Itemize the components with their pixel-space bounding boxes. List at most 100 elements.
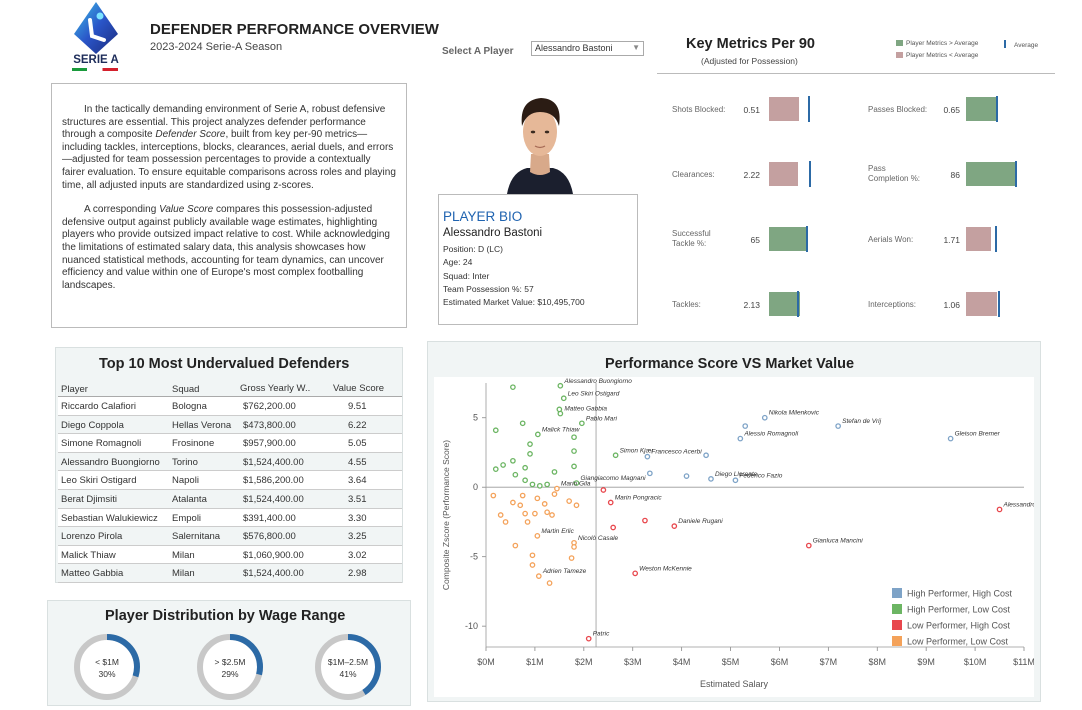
metric-bar-right-0[interactable] [966,97,997,121]
table-row[interactable]: Berat Djimsiti Atalanta $1,524,400.00 3.51 [58,490,402,509]
scatter-point[interactable] [524,519,531,525]
wage-donut-1[interactable] [195,632,265,702]
scatter-point[interactable] [549,512,555,518]
scatter-point[interactable] [671,523,678,529]
table-row[interactable]: Matteo Gabbia Milan $1,524,400.00 2.98 [58,564,402,583]
metric-bar-right-3[interactable] [966,292,997,316]
chevron-down-icon[interactable]: ▼ [632,43,640,52]
scatter-point[interactable] [996,506,1003,513]
scatter-point[interactable] [522,477,528,484]
wage-donut-0[interactable] [72,632,142,702]
scatter-point[interactable] [568,555,575,561]
col-header-squad[interactable]: Squad [172,384,200,395]
scatter-point[interactable] [536,482,543,489]
scatter-point[interactable] [551,491,558,498]
col-header-wage[interactable]: Gross Yearly W.. [240,383,311,394]
scatter-point[interactable] [544,509,550,516]
scatter-point[interactable] [571,434,577,441]
scatter-plot[interactable]: 5 0 -5 -10 $0M $1M $2M $3M $4M $5M $6M $7M $8M $9M $10… [434,377,1034,697]
scatter-point[interactable] [522,464,528,471]
scatter-point[interactable] [571,448,577,454]
table-row[interactable]: Simone Romagnoli Frosinone $957,900.00 5.05 [58,434,402,453]
scatter-point[interactable] [607,499,614,506]
scatter-point[interactable] [556,406,563,413]
scatter-point[interactable] [522,510,528,517]
scatter-point[interactable] [527,441,533,447]
scatter-point[interactable] [742,423,749,429]
scatter-point[interactable] [502,519,509,525]
scatter-point[interactable] [642,517,648,524]
metric-bar-left-1[interactable] [769,162,798,186]
scatter-point[interactable] [512,542,519,549]
scatter-point[interactable] [600,487,607,493]
scatter-point[interactable] [510,457,516,464]
col-header-value-score[interactable]: Value Score [333,383,385,394]
scatter-point[interactable] [566,498,572,504]
scatter-point[interactable] [560,395,567,402]
scatter-point[interactable] [541,501,548,507]
scatter-point[interactable] [492,427,499,434]
scatter-point[interactable] [835,423,841,429]
scatter-point[interactable] [510,499,516,506]
scatter-point[interactable] [612,452,619,459]
scatter-point[interactable] [646,470,653,477]
scatter-point[interactable] [585,635,592,642]
legend-swatch[interactable] [892,604,902,614]
metric-bar-right-2[interactable] [966,227,991,251]
scatter-point[interactable] [527,451,533,457]
scatter-point[interactable] [519,492,526,499]
scatter-point[interactable] [683,473,690,479]
col-header-player[interactable]: Player [61,384,88,395]
table-row[interactable]: Malick Thiaw Milan $1,060,900.00 3.02 [58,545,402,565]
scatter-point[interactable] [571,544,577,550]
scatter-point[interactable] [510,384,516,391]
table-row[interactable]: Sebastian Walukiewicz Empoli $391,400.00 3.… [58,508,402,528]
scatter-point[interactable] [534,431,541,438]
scatter-point[interactable] [805,542,812,549]
scatter-point[interactable] [732,477,739,484]
scatter-point[interactable] [947,435,954,442]
legend-swatch[interactable] [892,620,902,630]
scatter-point[interactable] [573,502,580,509]
scatter-point[interactable] [532,510,538,517]
scatter-point[interactable] [573,480,580,486]
scatter-point[interactable] [519,420,526,427]
scatter-point[interactable] [703,452,709,459]
scatter-point[interactable] [529,552,536,559]
scatter-point[interactable] [517,502,524,509]
scatter-point[interactable] [761,414,768,421]
scatter-point[interactable] [534,532,541,539]
legend-swatch[interactable] [892,636,902,646]
scatter-point[interactable] [644,453,651,460]
table-row[interactable]: Diego Coppola Hellas Verona $473,800.00 6.2… [58,416,402,435]
scatter-point[interactable] [544,481,550,488]
table-row[interactable]: Riccardo Calafiori Bologna $762,200.00 9.51 [58,397,402,416]
scatter-point[interactable] [500,462,506,468]
scatter-point[interactable] [632,570,639,577]
scatter-point[interactable] [535,573,542,579]
metric-bar-left-2[interactable] [769,227,807,251]
table-row[interactable]: Lorenzo Pirola Salernitana $576,800.00 3.25 [58,527,402,546]
scatter-point[interactable] [571,463,577,470]
scatter-point[interactable] [579,420,585,427]
scatter-point[interactable] [737,435,744,442]
scatter-point[interactable] [546,580,553,586]
scatter-point[interactable] [557,382,564,389]
table-row[interactable]: Leo Skiri Ostigard Napoli $1,586,200.00 3.6… [58,471,402,490]
scatter-point[interactable] [610,524,617,531]
scatter-point[interactable] [529,481,536,488]
scatter-point[interactable] [554,485,560,492]
scatter-point[interactable] [551,469,558,475]
metric-bar-right-1[interactable] [966,162,1016,186]
player-select-dropdown[interactable]: Alessandro Bastoni ▼ [531,41,644,56]
legend-swatch[interactable] [892,588,902,598]
wage-donut-2[interactable] [313,632,383,702]
scatter-point[interactable] [529,562,536,568]
table-row[interactable]: Alessandro Buongiorno Torino $1,524,400.00… [58,453,402,472]
scatter-point[interactable] [512,471,519,478]
scatter-point[interactable] [708,476,714,482]
scatter-point[interactable] [497,512,504,518]
scatter-point[interactable] [492,466,499,472]
metric-bar-left-3[interactable] [769,292,800,316]
metric-bar-left-0[interactable] [769,97,799,121]
